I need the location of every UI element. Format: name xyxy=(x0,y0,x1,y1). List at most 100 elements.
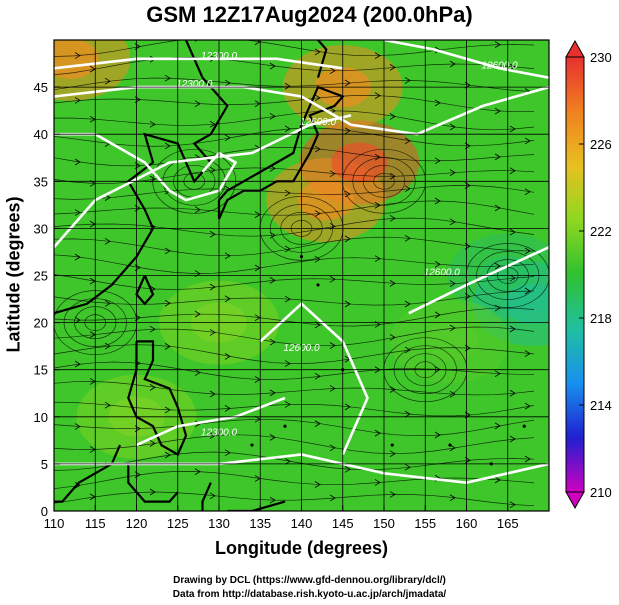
wind-arrow xyxy=(194,100,201,108)
wind-arrow xyxy=(509,435,516,443)
wind-arrow xyxy=(524,287,531,295)
wind-arrow xyxy=(449,60,456,68)
wind-arrow xyxy=(194,206,201,214)
coastlines xyxy=(54,40,526,511)
x-tick-label: 120 xyxy=(126,516,148,531)
wind-arrow xyxy=(389,450,396,458)
x-tick-label: 115 xyxy=(85,516,106,531)
coastline xyxy=(201,482,212,511)
x-axis: 110 115 120 125 130 135 140 145 150 155 160 165 xyxy=(44,505,519,531)
island xyxy=(390,443,394,447)
streamline xyxy=(54,200,535,216)
wind-arrow xyxy=(374,429,381,437)
contour-label: 12600.0 xyxy=(481,60,518,71)
wind-arrow xyxy=(404,77,411,84)
wind-arrow xyxy=(314,48,321,56)
streamline xyxy=(54,361,535,380)
streamline xyxy=(54,326,535,347)
streamline xyxy=(54,401,535,417)
wind-arrow xyxy=(449,218,456,226)
temperature-core xyxy=(422,321,478,362)
wind-arrow xyxy=(524,402,531,410)
island xyxy=(250,443,254,447)
wind-arrow xyxy=(524,137,531,145)
wind-arrow xyxy=(269,338,276,346)
wind-arrow xyxy=(404,346,411,354)
wind-arrow xyxy=(104,77,111,85)
contour-label: 12600.0 xyxy=(424,268,461,279)
wind-arrow xyxy=(224,449,231,457)
wind-arrow xyxy=(74,97,81,104)
wind-arrow xyxy=(524,247,531,255)
credit-data: Data from http://database.rish.kyoto-u.a… xyxy=(172,589,447,600)
wind-arrow xyxy=(224,353,231,360)
wind-arrow xyxy=(284,125,291,133)
wind-arrow xyxy=(269,277,276,284)
wind-arrow xyxy=(494,262,501,270)
wind-arrow xyxy=(404,300,411,308)
y-axis: 0 5 10 15 20 25 30 35 40 45 xyxy=(34,80,60,519)
streamline xyxy=(54,434,535,455)
wind-arrow xyxy=(449,280,456,287)
wind-arrow xyxy=(374,92,381,99)
colorbar-tick-label: 226 xyxy=(590,137,612,152)
wind-arrow xyxy=(404,137,411,145)
wind-arrow xyxy=(389,64,396,71)
streamline xyxy=(54,274,535,290)
streamline xyxy=(54,344,535,364)
wind-arrow xyxy=(164,451,171,459)
wind-arrow xyxy=(374,255,381,263)
x-tick-label: 110 xyxy=(44,516,65,531)
wind-arrow xyxy=(509,63,516,71)
wind-arrow xyxy=(104,237,111,245)
wind-arrow xyxy=(509,125,516,133)
wind-arrow xyxy=(494,304,501,312)
wind-arrow xyxy=(74,209,81,216)
wind-arrow xyxy=(194,310,201,318)
y-tick-label: 10 xyxy=(34,410,48,425)
wind-arrow xyxy=(209,329,216,336)
wind-arrow xyxy=(449,390,456,398)
wind-arrow xyxy=(329,494,336,502)
wind-arrow xyxy=(494,41,501,48)
wind-arrow xyxy=(314,372,321,380)
colorbar: 210 214 218 222 226 230 xyxy=(565,39,612,510)
y-tick-label: 30 xyxy=(34,221,48,236)
colorbar-tick-label: 230 xyxy=(590,50,612,65)
wind-arrow xyxy=(389,214,396,222)
colorbar-scale xyxy=(565,56,585,493)
streamline xyxy=(54,167,535,184)
streamline xyxy=(54,95,535,113)
streamline xyxy=(54,185,535,200)
island xyxy=(522,424,526,428)
wind-arrow xyxy=(494,204,501,212)
wind-arrow xyxy=(284,295,291,303)
streamline xyxy=(54,110,535,131)
x-tick-label: 140 xyxy=(291,516,313,531)
wind-arrow xyxy=(224,134,231,142)
y-tick-label: 15 xyxy=(34,363,48,378)
wind-arrow xyxy=(74,52,81,59)
wind-arrow xyxy=(344,235,351,243)
wind-arrow xyxy=(74,253,81,261)
colorbar-tick-label: 210 xyxy=(590,485,612,500)
wind-arrow xyxy=(314,145,321,153)
wind-arrow xyxy=(284,189,291,197)
x-tick-label: 165 xyxy=(497,516,519,531)
wind-arrow xyxy=(344,403,351,411)
wind-arrow xyxy=(524,188,531,196)
streamline xyxy=(54,40,535,57)
wind-arrow xyxy=(329,67,336,75)
wind-arrow xyxy=(314,210,321,217)
coastline xyxy=(135,275,155,306)
wind-arrow xyxy=(434,99,441,107)
wind-arrow xyxy=(449,123,456,131)
wind-arrow xyxy=(74,360,81,368)
wind-arrow xyxy=(209,230,216,238)
wind-arrow xyxy=(164,299,171,307)
wind-arrow xyxy=(224,295,231,303)
wind-arrow xyxy=(449,444,456,452)
wind-arrow xyxy=(314,94,321,102)
wind-arrow xyxy=(344,465,351,473)
